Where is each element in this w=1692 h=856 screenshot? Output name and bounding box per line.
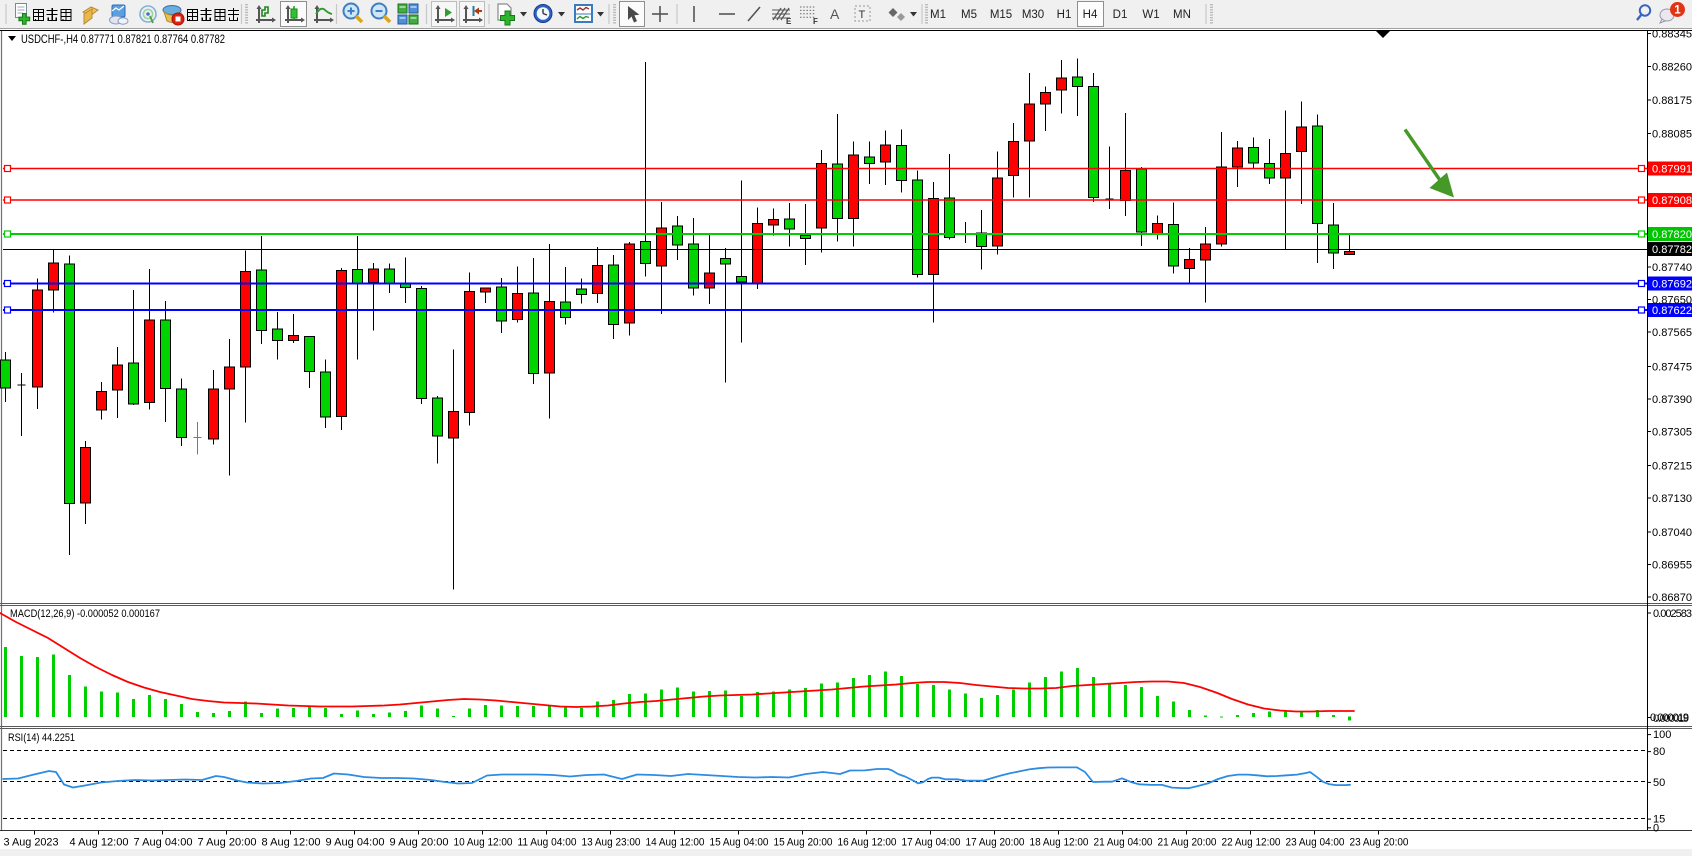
svg-text:18 Aug 12:00: 18 Aug 12:00 xyxy=(1030,837,1089,849)
svg-text:23 Aug 20:00: 23 Aug 20:00 xyxy=(1350,837,1409,849)
svg-text:1: 1 xyxy=(1674,5,1681,17)
svg-text:USDCHF-,H4 0.87771 0.87821 0.: USDCHF-,H4 0.87771 0.87821 0.87764 0.877… xyxy=(21,32,225,46)
svg-text:T: T xyxy=(859,9,866,21)
svg-text:0.88085: 0.88085 xyxy=(1652,129,1692,141)
svg-text:8 Aug 12:00: 8 Aug 12:00 xyxy=(262,837,321,849)
svg-text:17 Aug 04:00: 17 Aug 04:00 xyxy=(902,837,961,849)
svg-text:F: F xyxy=(813,17,818,26)
svg-text:0.88345: 0.88345 xyxy=(1652,29,1692,41)
svg-text:E: E xyxy=(786,17,792,26)
svg-text:W1: W1 xyxy=(1142,9,1159,21)
svg-text:0.88175: 0.88175 xyxy=(1652,95,1692,107)
svg-text:0.87622: 0.87622 xyxy=(1652,305,1692,317)
svg-text:21 Aug 04:00: 21 Aug 04:00 xyxy=(1094,837,1153,849)
svg-text:14 Aug 12:00: 14 Aug 12:00 xyxy=(646,837,705,849)
svg-text:0.87991: 0.87991 xyxy=(1652,164,1692,176)
svg-text:D1: D1 xyxy=(1113,9,1128,21)
svg-text:17 Aug 20:00: 17 Aug 20:00 xyxy=(966,837,1025,849)
svg-text:11 Aug 04:00: 11 Aug 04:00 xyxy=(518,837,577,849)
svg-text:0.87692: 0.87692 xyxy=(1652,279,1692,291)
svg-text:15 Aug 20:00: 15 Aug 20:00 xyxy=(774,837,833,849)
svg-text:0.87040: 0.87040 xyxy=(1652,527,1692,539)
svg-text:0.000019: 0.000019 xyxy=(1653,713,1689,725)
svg-text:0.002583: 0.002583 xyxy=(1653,608,1692,620)
svg-text:4 Aug 12:00: 4 Aug 12:00 xyxy=(70,837,129,849)
svg-text:7 Aug 20:00: 7 Aug 20:00 xyxy=(198,837,257,849)
svg-text:23 Aug 04:00: 23 Aug 04:00 xyxy=(1286,837,1345,849)
svg-text:0.86955: 0.86955 xyxy=(1652,560,1692,572)
svg-text:M5: M5 xyxy=(961,9,977,21)
svg-text:M1: M1 xyxy=(930,9,946,21)
svg-text:22 Aug 12:00: 22 Aug 12:00 xyxy=(1222,837,1281,849)
svg-text:0.86870: 0.86870 xyxy=(1652,592,1692,604)
svg-text:80: 80 xyxy=(1653,746,1665,758)
svg-text:MN: MN xyxy=(1173,9,1191,21)
svg-text:0.000019: 0.000019 xyxy=(1650,712,1689,724)
svg-text:13 Aug 23:00: 13 Aug 23:00 xyxy=(582,837,641,849)
svg-text:7 Aug 04:00: 7 Aug 04:00 xyxy=(134,837,193,849)
svg-text:15 Aug 04:00: 15 Aug 04:00 xyxy=(710,837,769,849)
svg-text:16 Aug 12:00: 16 Aug 12:00 xyxy=(838,837,897,849)
svg-text:0.87740: 0.87740 xyxy=(1652,262,1692,274)
svg-text:0.87475: 0.87475 xyxy=(1652,362,1692,374)
svg-text:100: 100 xyxy=(1653,729,1671,741)
svg-text:0.87130: 0.87130 xyxy=(1652,493,1692,505)
svg-text:0.87908: 0.87908 xyxy=(1652,195,1692,207)
svg-text:0.87390: 0.87390 xyxy=(1652,394,1692,406)
svg-text:A: A xyxy=(830,6,840,22)
svg-text:0.87305: 0.87305 xyxy=(1652,427,1692,439)
svg-text:9 Aug 20:00: 9 Aug 20:00 xyxy=(390,837,449,849)
svg-text:0.87650: 0.87650 xyxy=(1652,295,1692,307)
svg-text:0: 0 xyxy=(1653,822,1659,834)
svg-text:0.87565: 0.87565 xyxy=(1652,327,1692,339)
svg-text:H1: H1 xyxy=(1057,9,1072,21)
svg-text:M30: M30 xyxy=(1022,9,1044,21)
svg-text:RSI(14) 44.2251: RSI(14) 44.2251 xyxy=(8,732,75,744)
svg-text:0.87215: 0.87215 xyxy=(1652,460,1692,472)
svg-text:H4: H4 xyxy=(1083,9,1098,21)
svg-text:15: 15 xyxy=(1653,814,1665,826)
svg-text:0.87820: 0.87820 xyxy=(1652,229,1692,241)
svg-text:MACD(12,26,9) -0.000052 0.0001: MACD(12,26,9) -0.000052 0.000167 xyxy=(10,608,160,620)
svg-text:M15: M15 xyxy=(990,9,1012,21)
svg-text:3 Aug 2023: 3 Aug 2023 xyxy=(4,837,59,849)
svg-text:10 Aug 12:00: 10 Aug 12:00 xyxy=(454,837,513,849)
svg-text:21 Aug 20:00: 21 Aug 20:00 xyxy=(1158,837,1217,849)
svg-text:9 Aug 04:00: 9 Aug 04:00 xyxy=(326,837,385,849)
svg-text:0.88260: 0.88260 xyxy=(1652,61,1692,73)
svg-text:0.87782: 0.87782 xyxy=(1652,244,1692,256)
svg-text:50: 50 xyxy=(1653,777,1665,789)
